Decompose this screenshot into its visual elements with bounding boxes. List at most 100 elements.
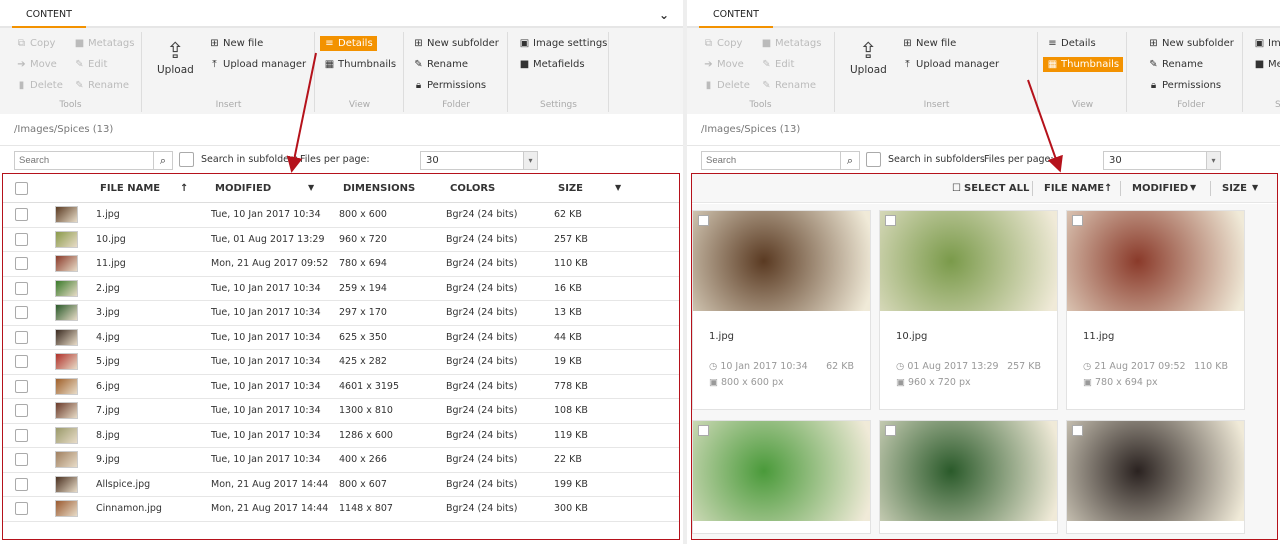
new-file-button[interactable]: ⊞ New file xyxy=(210,38,264,49)
move-button[interactable]: ➔ Move xyxy=(17,59,57,70)
search-subfolders-checkbox[interactable] xyxy=(179,152,194,167)
select-all-checkbox[interactable] xyxy=(15,182,28,195)
row-checkbox[interactable] xyxy=(15,208,28,221)
search-input[interactable] xyxy=(14,151,154,170)
table-row[interactable]: 2.jpg Tue, 10 Jan 2017 10:34 259 x 194 Bgr2… xyxy=(3,277,679,301)
table-row[interactable]: 10.jpg Tue, 01 Aug 2017 13:29 960 x 720 Bgr… xyxy=(3,228,679,252)
row-checkbox[interactable] xyxy=(15,502,28,515)
files-per-page-select[interactable]: 30 ▾ xyxy=(1103,151,1221,170)
rename-button[interactable]: ✎ Rename xyxy=(762,80,817,91)
search-icon[interactable]: ⌕ xyxy=(153,151,173,170)
permissions-button[interactable]: 🔒︎ Permissions xyxy=(409,78,490,93)
card-checkbox[interactable] xyxy=(885,425,896,436)
column-header-dimensions[interactable]: DIMENSIONS xyxy=(343,183,416,194)
new-file-button[interactable]: ⊞ New file xyxy=(903,38,957,49)
file-colors: Bgr24 (24 bits) xyxy=(446,405,518,416)
upload-button[interactable]: ⇪ Upload xyxy=(157,39,194,77)
new-subfolder-button[interactable]: ⊞ New subfolder xyxy=(1149,38,1234,49)
card-checkbox[interactable] xyxy=(698,215,709,226)
metafields-button[interactable]: ■Metafields xyxy=(519,59,585,70)
select-all-label[interactable]: SELECT ALL xyxy=(964,183,1030,194)
table-row[interactable]: 4.jpg Tue, 10 Jan 2017 10:34 625 x 350 Bgr2… xyxy=(3,326,679,350)
folder-rename-button[interactable]: ✎ Rename xyxy=(414,59,469,70)
upload-manager-button[interactable]: ⤒ Upload manager xyxy=(898,57,1003,72)
row-checkbox[interactable] xyxy=(15,477,28,491)
card-checkbox[interactable] xyxy=(698,425,709,436)
metafields-button[interactable]: ■Metafields xyxy=(1254,59,1280,70)
edit-button[interactable]: ✎ Edit xyxy=(762,59,795,70)
card-checkbox[interactable] xyxy=(1072,215,1083,226)
caret-down-icon[interactable]: ▼ xyxy=(615,183,622,192)
table-row[interactable]: 6.jpg Tue, 10 Jan 2017 10:34 4601 x 3195 Bg… xyxy=(3,375,679,399)
edit-button[interactable]: ✎ Edit xyxy=(75,59,108,70)
tab-content[interactable]: CONTENT xyxy=(699,7,773,28)
upload-button[interactable]: ⇪ Upload xyxy=(850,39,887,77)
new-subfolder-button[interactable]: ⊞ New subfolder xyxy=(414,38,499,49)
column-header-colors[interactable]: COLORS xyxy=(450,183,496,194)
permissions-button[interactable]: 🔒︎ Permissions xyxy=(1144,78,1225,93)
search-icon[interactable]: ⌕ xyxy=(840,151,860,170)
upload-manager-button[interactable]: ⤒ Upload manager xyxy=(205,57,310,72)
file-card[interactable]: 1.jpg ◷ 10 Jan 2017 10:34 62 KB ▣ 800 x 600… xyxy=(692,210,871,410)
search-subfolders-checkbox[interactable] xyxy=(866,152,881,167)
row-checkbox[interactable] xyxy=(15,404,28,417)
thumbnails-view-button[interactable]: ▦ Thumbnails xyxy=(324,59,397,70)
table-row[interactable]: 5.jpg Tue, 10 Jan 2017 10:34 425 x 282 Bgr2… xyxy=(3,350,679,375)
card-checkbox[interactable] xyxy=(885,215,896,226)
file-card[interactable] xyxy=(692,420,871,534)
table-row[interactable]: 9.jpg Tue, 10 Jan 2017 10:34 400 x 266 Bgr2… xyxy=(3,448,679,473)
file-card[interactable] xyxy=(879,420,1058,534)
folder-rename-button[interactable]: ✎ Rename xyxy=(1149,59,1204,70)
sort-asc-icon: ↑ xyxy=(1104,183,1113,194)
image-settings-button[interactable]: ▣Image settings xyxy=(1254,38,1280,49)
table-row[interactable]: 8.jpg Tue, 10 Jan 2017 10:34 1286 x 600 Bgr… xyxy=(3,424,679,448)
rename-button[interactable]: ✎ Rename xyxy=(75,80,130,91)
file-dimensions: 259 x 194 xyxy=(339,282,387,294)
row-checkbox[interactable] xyxy=(15,330,28,344)
delete-button[interactable]: ▮ Delete xyxy=(12,78,67,93)
file-size: 19 KB xyxy=(554,356,582,367)
card-checkbox[interactable] xyxy=(1072,425,1083,436)
sort-modified[interactable]: MODIFIED xyxy=(1132,183,1189,194)
caret-down-icon: ▼ xyxy=(1190,183,1197,192)
files-per-page-select[interactable]: 30 ▾ xyxy=(420,151,538,170)
row-checkbox[interactable] xyxy=(15,379,28,393)
table-row[interactable]: 11.jpg Mon, 21 Aug 2017 09:52 780 x 694 Bgr… xyxy=(3,252,679,277)
sort-size[interactable]: SIZE xyxy=(1222,183,1248,194)
delete-button[interactable]: ▮ Delete xyxy=(699,78,754,93)
row-checkbox[interactable] xyxy=(15,232,28,246)
file-card[interactable] xyxy=(1066,420,1245,534)
table-row[interactable]: 1.jpg Tue, 10 Jan 2017 10:34 800 x 600 Bgr2… xyxy=(3,203,679,228)
table-row[interactable]: 7.jpg Tue, 10 Jan 2017 10:34 1300 x 810 Bgr… xyxy=(3,399,679,424)
row-checkbox[interactable] xyxy=(15,281,28,295)
thumbnails-view-button[interactable]: ▦ Thumbnails xyxy=(1043,57,1124,72)
metatags-button[interactable]: ■ Metatags xyxy=(761,38,822,49)
copy-button[interactable]: ⧉ Copy xyxy=(704,38,743,49)
search-input[interactable] xyxy=(701,151,841,170)
row-checkbox[interactable] xyxy=(15,355,28,368)
select-all-checkbox[interactable]: ☐ xyxy=(952,183,961,194)
file-card[interactable]: 10.jpg ◷ 01 Aug 2017 13:29 257 KB ▣ 960 x 7… xyxy=(879,210,1058,410)
details-view-button[interactable]: ≡ Details xyxy=(320,36,377,51)
group-label-folder: Folder xyxy=(442,100,470,110)
table-row[interactable]: Cinnamon.jpg Mon, 21 Aug 2017 14:44 1148 x… xyxy=(3,497,679,522)
copy-button[interactable]: ⧉ Copy xyxy=(17,38,56,49)
move-button[interactable]: ➔ Move xyxy=(704,59,744,70)
sort-file-name[interactable]: FILE NAME xyxy=(1044,183,1105,194)
row-checkbox[interactable] xyxy=(15,428,28,442)
table-row[interactable]: 3.jpg Tue, 10 Jan 2017 10:34 297 x 170 Bgr2… xyxy=(3,301,679,326)
file-card[interactable]: 11.jpg ◷ 21 Aug 2017 09:52 110 KB ▣ 780 x 6… xyxy=(1066,210,1245,410)
chevron-down-icon[interactable]: ⌄ xyxy=(658,8,669,22)
row-checkbox[interactable] xyxy=(15,257,28,270)
image-settings-button[interactable]: ▣Image settings xyxy=(519,38,608,49)
row-checkbox[interactable] xyxy=(15,453,28,466)
row-checkbox[interactable] xyxy=(15,306,28,319)
tab-content[interactable]: CONTENT xyxy=(12,7,86,28)
column-header-size[interactable]: SIZE xyxy=(558,183,584,194)
caret-down-icon[interactable]: ▼ xyxy=(308,183,315,192)
column-header-name[interactable]: FILE NAME xyxy=(100,183,161,194)
table-row[interactable]: Allspice.jpg Mon, 21 Aug 2017 14:44 800 x … xyxy=(3,473,679,497)
metatags-button[interactable]: ■ Metatags xyxy=(74,38,135,49)
details-view-button[interactable]: ≡ Details xyxy=(1048,38,1096,49)
column-header-modified[interactable]: MODIFIED xyxy=(215,183,272,194)
